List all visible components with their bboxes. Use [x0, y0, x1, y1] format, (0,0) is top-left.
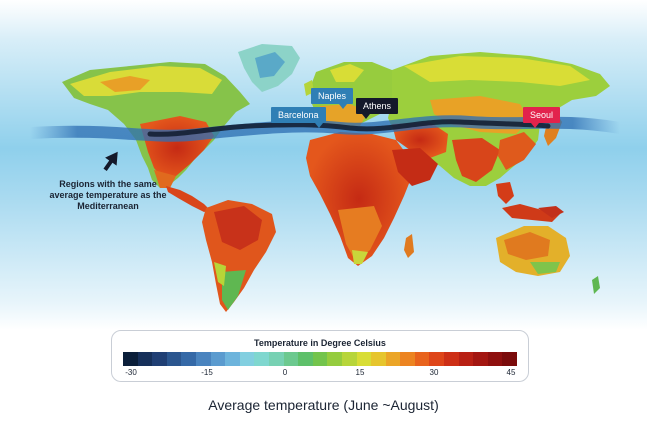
africa	[306, 132, 412, 266]
legend-swatch	[444, 352, 459, 366]
color-scale	[123, 352, 518, 366]
legend-swatch	[502, 352, 518, 366]
legend-swatch	[458, 352, 474, 366]
legend-tick: -15	[201, 368, 213, 377]
legend-tick: 30	[429, 368, 439, 377]
legend-swatch	[239, 352, 255, 366]
legend-swatch	[473, 352, 488, 366]
legend-swatch	[123, 352, 138, 366]
city-label-barcelona: Barcelona	[271, 107, 326, 128]
legend-swatch	[225, 352, 240, 366]
legend-swatch	[254, 352, 269, 366]
legend-title: Temperature in Degree Celsius	[254, 338, 386, 348]
legend-tick: 0	[282, 368, 288, 377]
legend-swatch	[371, 352, 386, 366]
legend-swatch	[298, 352, 313, 366]
legend-tick: -30	[125, 368, 137, 377]
legend-tick: 15	[355, 368, 365, 377]
legend-swatch	[400, 352, 415, 366]
legend-swatch	[210, 352, 226, 366]
city-label-naples: Naples	[311, 88, 354, 109]
new-zealand	[592, 276, 600, 294]
legend-tick: 45	[506, 368, 516, 377]
legend-swatch	[152, 352, 167, 366]
legend-swatch	[356, 352, 372, 366]
legend-swatch	[137, 352, 153, 366]
arrow-up-right-icon	[103, 151, 118, 171]
legend-swatch	[312, 352, 328, 366]
legend-swatch	[166, 352, 182, 366]
central-america	[166, 186, 210, 212]
legend-swatch	[385, 352, 401, 366]
map-caption: Average temperature (June ~August)	[208, 397, 439, 413]
legend-swatch	[487, 352, 503, 366]
legend-swatch	[429, 352, 445, 366]
legend-swatch	[283, 352, 299, 366]
legend-swatch	[268, 352, 284, 366]
legend-swatch	[414, 352, 430, 366]
legend-swatch	[181, 352, 196, 366]
legend-swatch	[341, 352, 357, 366]
legend-swatch	[327, 352, 342, 366]
legend-swatch	[195, 352, 211, 366]
world-temperature-map	[0, 0, 647, 330]
arabia	[392, 148, 438, 186]
mediterranean-core-line	[147, 119, 551, 137]
indonesia	[502, 204, 560, 222]
city-label-seoul: Seoul	[523, 107, 561, 128]
city-label-athens: Athens	[356, 98, 399, 119]
madagascar	[404, 234, 414, 258]
map-annotation: Regions with the same average temperatur…	[49, 179, 167, 211]
temperature-legend: Temperature in Degree Celsius -30 -15 0 …	[111, 330, 529, 382]
